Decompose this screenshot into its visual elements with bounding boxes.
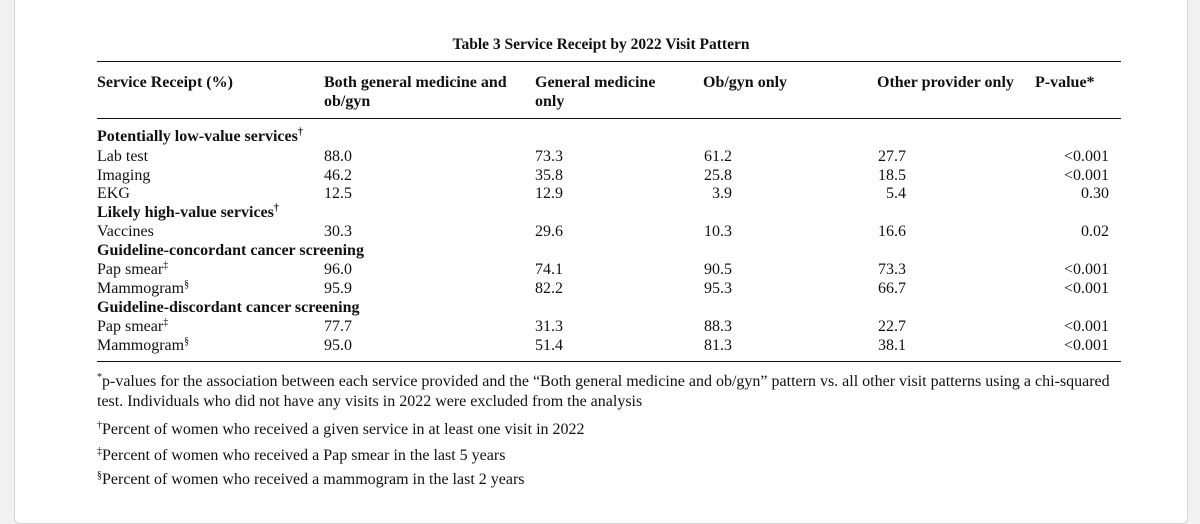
footnote-text: Percent of women who received a given se…	[102, 421, 585, 438]
section-heading: Guideline-concordant cancer screening	[97, 242, 364, 259]
footnote-item: *p-values for the association between ea…	[97, 372, 1122, 411]
cell-obgyn: 3.9	[712, 185, 732, 202]
cell-both: 96.0	[324, 261, 352, 278]
cell-general-medicine: 31.3	[535, 318, 563, 335]
cell-both: 12.5	[324, 185, 352, 202]
footnote-mark: ‡	[97, 446, 102, 457]
footnote-item: §Percent of women who received a mammogr…	[97, 470, 1107, 490]
footnote-mark: †	[273, 203, 279, 214]
cell-pvalue: 0.30	[1081, 185, 1109, 202]
section-heading: Likely high-value services†	[97, 203, 279, 222]
cell-general-medicine: 12.9	[535, 185, 563, 202]
cell-general-medicine: 74.1	[535, 261, 563, 278]
row-label: Imaging	[97, 167, 151, 184]
header-pvalue: P-value*	[1035, 74, 1095, 91]
row-label: Lab test	[97, 148, 149, 165]
cell-other-provider: 16.6	[878, 223, 906, 240]
header-obgyn: Ob/gyn only	[703, 74, 788, 91]
cell-obgyn: 95.3	[704, 280, 732, 297]
row-label: Mammogram§	[97, 279, 190, 298]
footnote-mark: ‡	[163, 260, 169, 271]
footnote-mark: §	[97, 470, 102, 481]
footnote-mark: §	[184, 336, 190, 347]
header-other: Other provider only	[877, 74, 1014, 91]
cell-other-provider: 18.5	[878, 167, 906, 184]
footnote-mark: †	[297, 127, 303, 138]
row-label: Vaccines	[97, 223, 154, 240]
footnote-mark: *	[97, 372, 102, 383]
document-page: Table 3 Service Receipt by 2022 Visit Pa…	[14, 0, 1188, 524]
header-both-line2: ob/gyn	[324, 93, 371, 110]
row-label: EKG	[97, 185, 130, 202]
bottom-rule	[97, 361, 1121, 362]
row-label: Pap smear‡	[97, 317, 169, 336]
header-rule	[97, 118, 1121, 119]
cell-obgyn: 81.3	[704, 337, 732, 354]
cell-pvalue: <0.001	[1063, 280, 1109, 297]
cell-pvalue: <0.001	[1063, 318, 1109, 335]
footnote-mark: †	[97, 420, 102, 431]
table-caption: Table 3 Service Receipt by 2022 Visit Pa…	[452, 36, 750, 53]
cell-obgyn: 88.3	[704, 318, 732, 335]
cell-general-medicine: 51.4	[535, 337, 563, 354]
top-rule	[97, 61, 1121, 62]
cell-both: 88.0	[324, 148, 352, 165]
cell-pvalue: <0.001	[1063, 261, 1109, 278]
cell-obgyn: 10.3	[704, 223, 732, 240]
footnote-item: ‡Percent of women who received a Pap sme…	[97, 446, 1107, 466]
row-label: Pap smear‡	[97, 260, 169, 279]
cell-pvalue: <0.001	[1063, 148, 1109, 165]
cell-general-medicine: 35.8	[535, 167, 563, 184]
cell-pvalue: <0.001	[1063, 337, 1109, 354]
footnote-text: Percent of women who received a mammogra…	[102, 471, 525, 488]
cell-both: 95.0	[324, 337, 352, 354]
cell-other-provider: 73.3	[878, 261, 906, 278]
footnote-mark: ‡	[163, 317, 169, 328]
cell-other-provider: 38.1	[878, 337, 906, 354]
cell-pvalue: <0.001	[1063, 167, 1109, 184]
cell-other-provider: 27.7	[878, 148, 906, 165]
section-heading: Guideline-discordant cancer screening	[97, 299, 360, 316]
header-service-receipt: Service Receipt (%)	[97, 74, 233, 91]
cell-general-medicine: 82.2	[535, 280, 563, 297]
cell-general-medicine: 29.6	[535, 223, 563, 240]
footnote-text: Percent of women who received a Pap smea…	[102, 447, 506, 464]
cell-both: 95.9	[324, 280, 352, 297]
footnote-mark: §	[184, 279, 190, 290]
cell-both: 30.3	[324, 223, 352, 240]
section-heading: Potentially low-value services†	[97, 127, 303, 146]
footnote-text: p-values for the association between eac…	[97, 373, 1110, 410]
cell-other-provider: 5.4	[886, 185, 906, 202]
cell-both: 77.7	[324, 318, 352, 335]
cell-general-medicine: 73.3	[535, 148, 563, 165]
header-gm-line2: only	[535, 93, 565, 110]
cell-obgyn: 61.2	[704, 148, 732, 165]
footnote-item: †Percent of women who received a given s…	[97, 420, 1107, 440]
cell-other-provider: 22.7	[878, 318, 906, 335]
cell-pvalue: 0.02	[1081, 223, 1109, 240]
header-both-line1: Both general medicine and	[324, 74, 507, 91]
cell-obgyn: 25.8	[704, 167, 732, 184]
cell-other-provider: 66.7	[878, 280, 906, 297]
header-gm-line1: General medicine	[535, 74, 656, 91]
row-label: Mammogram§	[97, 336, 190, 355]
cell-obgyn: 90.5	[704, 261, 732, 278]
cell-both: 46.2	[324, 167, 352, 184]
